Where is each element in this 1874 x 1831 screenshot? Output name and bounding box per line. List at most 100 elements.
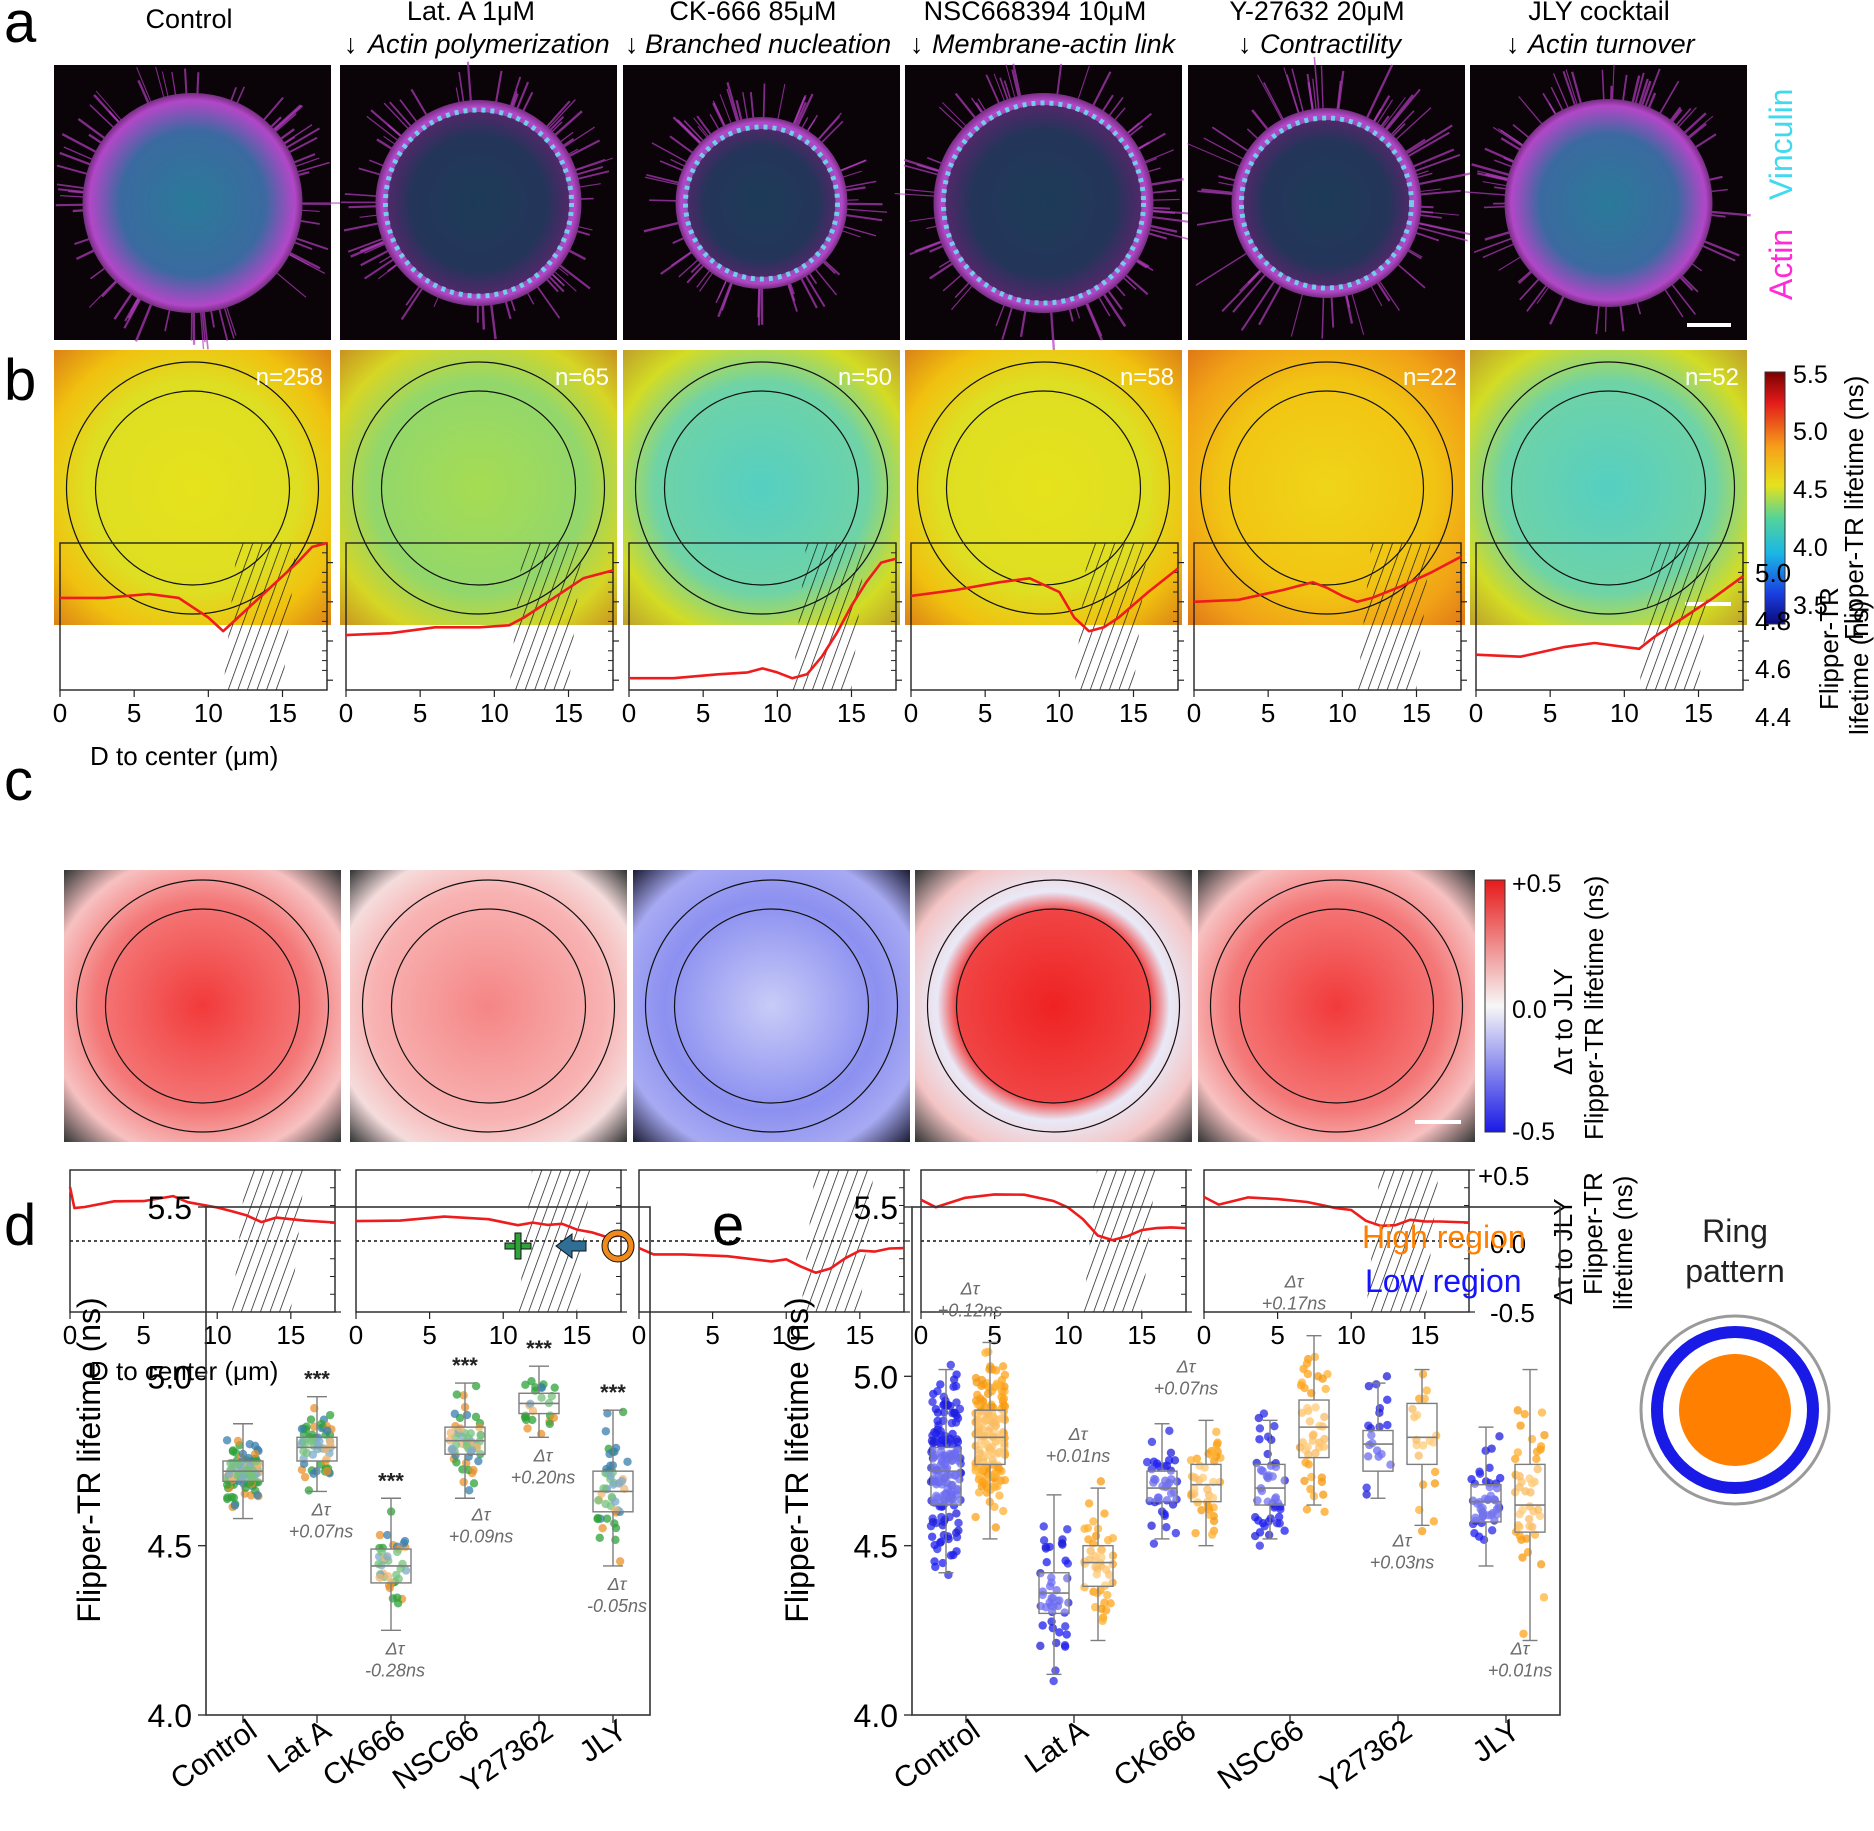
micrograph [894,63,1192,352]
delta-label: Δτ +0.17ns [1262,1272,1327,1314]
box [1082,1544,1114,1588]
data-point [466,1429,475,1438]
data-point [1147,1437,1157,1447]
actin-protrusion [560,126,595,150]
data-point [1275,1519,1284,1528]
data-point [1191,1528,1200,1538]
data-point [941,1431,950,1441]
data-point [928,1397,937,1407]
profile-line [910,567,1179,633]
actin-protrusion [199,307,205,350]
outer-circle [1209,879,1464,1133]
significance-stars: *** [452,1353,478,1378]
actin-protrusion [929,260,957,280]
actin-protrusion [1657,80,1680,118]
actin-protrusion [271,113,297,136]
colorbar-lifetime: 5.5 5.0 4.5 4.0 3.5 Flipper-TR lifetime … [1764,361,1869,640]
actin-protrusion [644,176,683,187]
y-tick-label: 4.5 [148,1529,192,1565]
x-tick-label: 15 [268,698,297,728]
data-point [250,1449,260,1459]
inner-circle [380,390,577,586]
data-point [1060,1642,1070,1651]
outer-circle [351,361,606,615]
data-point [974,1421,983,1431]
data-point [973,1455,983,1465]
data-point [1375,1422,1384,1432]
outer-circle [916,361,1171,615]
data-point [383,1530,392,1540]
actin-protrusion [1526,281,1550,312]
delta-label: Δτ +0.01ns [1488,1638,1553,1680]
actin-protrusion [1123,112,1153,137]
x-tick-label: 5 [1543,698,1557,728]
data-point [461,1458,471,1468]
data-point [595,1533,604,1543]
data-point [1518,1553,1527,1562]
actin-protrusion [63,146,97,162]
difference-map [1198,870,1475,1142]
arrow-left-icon [555,1233,587,1259]
profile-plot: 0 5 10 15 [622,542,902,728]
actin-protrusion [1565,69,1580,109]
data-point [1471,1513,1480,1522]
data-point [1255,1541,1265,1550]
data-point [1305,1417,1315,1426]
column-subtitle-3: ↓ Membrane-actin link [910,29,1177,59]
data-point [1300,1476,1309,1486]
delta-label-line: Δτ [385,1638,406,1658]
data-point [991,1421,1000,1431]
y-tick: +0.5 [1478,1161,1529,1191]
inner-circle [663,390,860,586]
data-point [459,1391,468,1400]
actin-protrusion [1146,177,1184,187]
legend-low-region: Low region [1365,1263,1522,1299]
data-point [1422,1386,1431,1395]
data-point [996,1414,1006,1423]
data-point [222,1436,232,1445]
significance-stars: *** [304,1367,330,1392]
data-point [299,1459,309,1469]
actin-protrusion [683,120,707,145]
colorbar-tick: -0.5 [1512,1118,1555,1146]
data-point [1296,1381,1306,1390]
x-tick-label: 15 [1119,698,1148,728]
data-point [1000,1382,1009,1391]
column-titles: Control Lat. A 1μM CK-666 85μM NSC668394… [145,0,1695,59]
data-point [948,1436,957,1445]
n-count-label: n=58 [1120,364,1174,391]
x-tick-label: 15 [837,698,866,728]
data-point [1190,1484,1199,1494]
actin-protrusion [1336,70,1345,114]
y-tick-label: 5.0 [854,1359,898,1395]
data-point [549,1413,559,1422]
data-point [1162,1496,1172,1505]
data-point [462,1410,472,1420]
micrograph [340,61,617,340]
data-point [1209,1516,1219,1526]
actin-protrusion [201,307,206,343]
data-point [938,1558,948,1568]
scale-bar [1685,602,1731,606]
data-point [1090,1602,1100,1612]
actin-protrusion [742,92,749,124]
data-point [953,1484,962,1494]
data-point [304,1486,314,1495]
data-point [1492,1484,1502,1493]
actin-protrusion [1201,188,1238,195]
data-point [1363,1452,1373,1461]
y-tick: 4.6 [1755,654,1791,684]
actin-protrusion [57,188,89,194]
data-point [950,1470,960,1480]
actin-protrusion [1675,106,1697,131]
actin-protrusion [1290,289,1305,337]
delta-label-line: Δτ [960,1278,981,1298]
delta-label: Δτ +0.20ns [511,1445,576,1487]
category-group: CK666***Δτ -0.28ns [317,1468,425,1793]
actin-protrusion [1001,303,1015,340]
actin-protrusion [1240,277,1278,331]
actin-protrusion [1221,267,1265,312]
n-count-label: n=22 [1403,364,1457,391]
data-point [1106,1599,1115,1608]
